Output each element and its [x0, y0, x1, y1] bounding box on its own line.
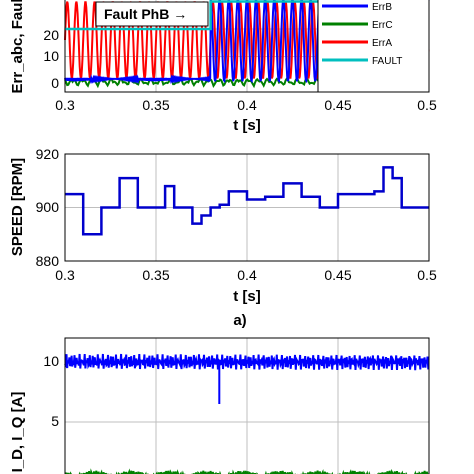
- legend-label-fault: FAULT: [372, 56, 402, 67]
- xtick-speed-0: 0.3: [55, 267, 75, 283]
- series-currents: [64, 353, 430, 474]
- legend-errors: ErrB ErrC ErrA FAULT: [317, 0, 430, 93]
- ylabel-speed: SPEED [RPM]: [9, 158, 26, 256]
- xtick-errors-1: 0.35: [142, 97, 169, 113]
- plot-frame-speed: [64, 153, 430, 262]
- legend-label-errb: ErrB: [372, 2, 392, 13]
- ytick-errors-10: 10: [43, 48, 59, 64]
- xtick-speed-3: 0.45: [324, 267, 351, 283]
- ytick-errors-20: 20: [43, 27, 59, 43]
- legend-box: [317, 0, 430, 93]
- xtick-errors-4: 0.5: [417, 97, 437, 113]
- chart-errors: Fault PhB → ErrB ErrC ErrA FAULT 0 10 20…: [9, 0, 437, 134]
- plot-frame-currents: [64, 337, 430, 474]
- figure-caption: a): [233, 312, 246, 329]
- ytick-speed-880: 880: [36, 253, 60, 269]
- ylabel-currents: I_D, I_Q [A]: [9, 392, 26, 473]
- series-line-id: [64, 353, 430, 404]
- xlabel-errors: t [s]: [233, 117, 261, 134]
- xlabel-speed: t [s]: [233, 288, 261, 305]
- legend-label-errc: ErrC: [372, 20, 393, 31]
- annotation-box: [95, 1, 209, 27]
- xtick-speed-4: 0.5: [417, 267, 437, 283]
- ytick-speed-920: 920: [36, 146, 60, 162]
- xtick-speed-2: 0.4: [237, 267, 257, 283]
- chart-currents: 10 5 I_D, I_Q [A]: [9, 337, 430, 474]
- xtick-errors-0: 0.3: [55, 97, 75, 113]
- ytick-errors-0: 0: [51, 75, 59, 91]
- ytick-currents-5: 5: [51, 413, 59, 429]
- ylabel-errors: Err_abc, Faul: [9, 0, 26, 94]
- xtick-errors-3: 0.45: [324, 97, 351, 113]
- xtick-errors-2: 0.4: [237, 97, 257, 113]
- series-speed-line: [65, 166, 429, 236]
- legend-label-erra: ErrA: [372, 38, 392, 49]
- xtick-speed-1: 0.35: [142, 267, 169, 283]
- ytick-currents-10: 10: [43, 353, 59, 369]
- annotation-fault-phb: Fault PhB →: [104, 6, 187, 22]
- chart-speed: 920 900 880 0.3 0.35 0.4 0.45 0.5 t [s] …: [9, 146, 437, 329]
- ytick-speed-900: 900: [36, 199, 60, 215]
